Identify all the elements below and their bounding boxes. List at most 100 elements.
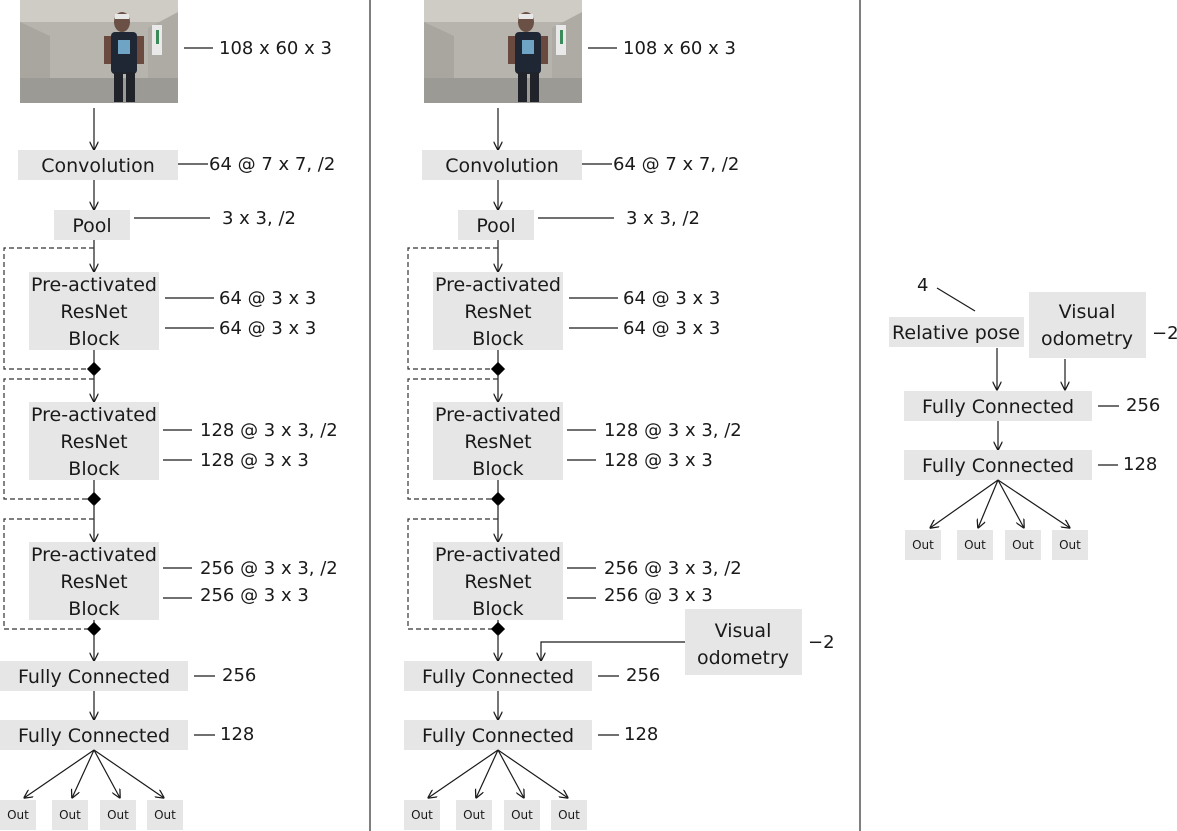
- input-image: [424, 0, 582, 103]
- diagram-label: Fully Connected: [922, 455, 1074, 477]
- sum-node: [490, 361, 506, 377]
- sum-node: [86, 361, 102, 377]
- fc1-box: [404, 661, 592, 691]
- conv-box: [422, 150, 582, 180]
- out-box: [52, 800, 88, 830]
- diagram-label: Out: [107, 808, 129, 822]
- out-box: [504, 800, 540, 830]
- pool-label: Pool: [72, 215, 111, 237]
- diagram-label: 256 @ 3 x 3, /2: [200, 558, 338, 579]
- diagram-label: Fully Connected: [18, 666, 170, 688]
- fc2-box: [404, 720, 592, 750]
- sum-node: [86, 491, 102, 507]
- diagram-label: Block: [68, 598, 119, 620]
- diagram-label: ResNet: [60, 301, 127, 323]
- diagram-label: Pre-activated: [31, 404, 157, 426]
- relative-pose-box: [889, 317, 1024, 347]
- diagram-label: Out: [964, 538, 986, 552]
- visual-odometry-param: −2: [808, 632, 835, 653]
- diagram-label: 256 @ 3 x 3: [604, 585, 713, 606]
- diagram-label: 64 @ 3 x 3: [219, 318, 316, 339]
- diagram-label: 256: [1126, 395, 1160, 416]
- network-middle: 108 x 60 x 3 Convolution 64 @ 7 x 7, /2 …: [404, 0, 835, 830]
- diagram-label: odometry: [1041, 328, 1133, 350]
- diagram-label: Out: [154, 808, 176, 822]
- diagram-label: Pre-activated: [435, 404, 561, 426]
- diagram-label: Out: [59, 808, 81, 822]
- visual-odometry-box: [685, 609, 802, 675]
- diagram-label: Relative pose: [892, 322, 1020, 344]
- sum-node: [490, 621, 506, 637]
- diagram-label: 128 @ 3 x 3: [604, 450, 713, 471]
- resblock-1: [29, 272, 159, 350]
- out-box: [1052, 530, 1088, 560]
- out-box: [100, 800, 136, 830]
- resblock-3: [433, 542, 563, 620]
- diagram-label: Pre-activated: [31, 274, 157, 296]
- diagram-label: Out: [7, 808, 29, 822]
- diagram-label: 128 @ 3 x 3: [200, 450, 309, 471]
- conv-box: [18, 150, 178, 180]
- diagram-label: 128: [1123, 454, 1157, 475]
- input-image: [20, 0, 178, 103]
- diagram-label: Block: [472, 328, 523, 350]
- diagram-label: 64 @ 3 x 3: [219, 288, 316, 309]
- resblock-2: [433, 402, 563, 480]
- out-box: [1005, 530, 1041, 560]
- diagram-label: ResNet: [464, 571, 531, 593]
- diagram-label: Out: [411, 808, 433, 822]
- diagram-label: 64 @ 3 x 3: [623, 318, 720, 339]
- diagram-label: 128 @ 3 x 3, /2: [604, 420, 742, 441]
- conv-param: 64 @ 7 x 7, /2: [209, 154, 335, 175]
- diagram-label: ResNet: [60, 431, 127, 453]
- visual-odometry-box: [1029, 292, 1146, 358]
- out-box: [0, 800, 36, 830]
- diagram-label: odometry: [697, 647, 789, 669]
- out-box: [905, 530, 941, 560]
- diagram-label: 256: [626, 665, 660, 686]
- out-box: [456, 800, 492, 830]
- resblock-2: [29, 402, 159, 480]
- input-size-label: 108 x 60 x 3: [219, 38, 332, 59]
- diagram-label: Block: [68, 458, 119, 480]
- diagram-label: Fully Connected: [422, 725, 574, 747]
- diagram-label: 128: [220, 724, 254, 745]
- diagram-label: Out: [1059, 538, 1081, 552]
- resblock-1: [433, 272, 563, 350]
- sum-node: [86, 621, 102, 637]
- diagram-label: ResNet: [464, 301, 531, 323]
- diagram-label: Fully Connected: [18, 725, 170, 747]
- diagram-label: 64 @ 3 x 3: [623, 288, 720, 309]
- conv-label: Convolution: [41, 155, 155, 177]
- diagram-label: Out: [463, 808, 485, 822]
- out-box: [551, 800, 587, 830]
- diagram-label: ResNet: [464, 431, 531, 453]
- diagram-label: Visual: [1059, 301, 1116, 323]
- diagram-label: Block: [472, 458, 523, 480]
- diagram-label: Block: [68, 328, 119, 350]
- diagram-label: Out: [558, 808, 580, 822]
- diagram-label: −2: [1152, 323, 1177, 344]
- diagram-label: 256 @ 3 x 3, /2: [604, 558, 742, 579]
- diagram-label: 128 @ 3 x 3, /2: [200, 420, 338, 441]
- diagram-label: 64 @ 7 x 7, /2: [613, 154, 739, 175]
- diagram-label: ResNet: [60, 571, 127, 593]
- out-box: [957, 530, 993, 560]
- out-box: [147, 800, 183, 830]
- diagram-label: Pool: [476, 215, 515, 237]
- network-left: 108 x 60 x 3 Convolution 64 @ 7 x 7, /2 …: [0, 0, 338, 830]
- sum-node: [490, 491, 506, 507]
- pool-box: [458, 210, 534, 240]
- pool-param: 3 x 3, /2: [222, 208, 296, 229]
- pool-box: [54, 210, 130, 240]
- fc2-box: [0, 720, 188, 750]
- relative-pose-param: 4: [917, 275, 928, 296]
- diagram-label: Pre-activated: [435, 544, 561, 566]
- diagram-label: Fully Connected: [422, 666, 574, 688]
- diagram-label: 108 x 60 x 3: [623, 38, 736, 59]
- diagram-label: Convolution: [445, 155, 559, 177]
- diagram-label: 256 @ 3 x 3: [200, 585, 309, 606]
- diagram-label: 3 x 3, /2: [626, 208, 700, 229]
- diagram-label: Fully Connected: [922, 396, 1074, 418]
